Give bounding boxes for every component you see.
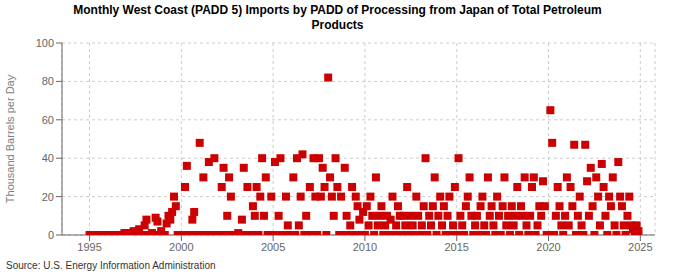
svg-text:2005: 2005 xyxy=(261,241,285,253)
html-text:Products: Products xyxy=(311,18,364,32)
svg-text:1995: 1995 xyxy=(77,241,101,253)
svg-text:0: 0 xyxy=(48,229,54,241)
html-text:Source: U.S. Energy Informatio: Source: U.S. Energy Information Administ… xyxy=(6,260,216,271)
svg-text:40: 40 xyxy=(42,152,54,164)
svg-text:2000: 2000 xyxy=(169,241,193,253)
html-text:Monthly West Coast (PADD 5) Im: Monthly West Coast (PADD 5) Imports by P… xyxy=(73,3,602,17)
svg-text:60: 60 xyxy=(42,114,54,126)
svg-text:80: 80 xyxy=(42,75,54,87)
svg-text:2025: 2025 xyxy=(628,241,652,253)
svg-text:Thousand Barrels per Day: Thousand Barrels per Day xyxy=(8,74,16,203)
svg-text:100: 100 xyxy=(36,37,54,49)
svg-text:2010: 2010 xyxy=(353,241,377,253)
svg-text:2015: 2015 xyxy=(444,241,468,253)
svg-text:2020: 2020 xyxy=(536,241,560,253)
svg-text:20: 20 xyxy=(42,191,54,203)
